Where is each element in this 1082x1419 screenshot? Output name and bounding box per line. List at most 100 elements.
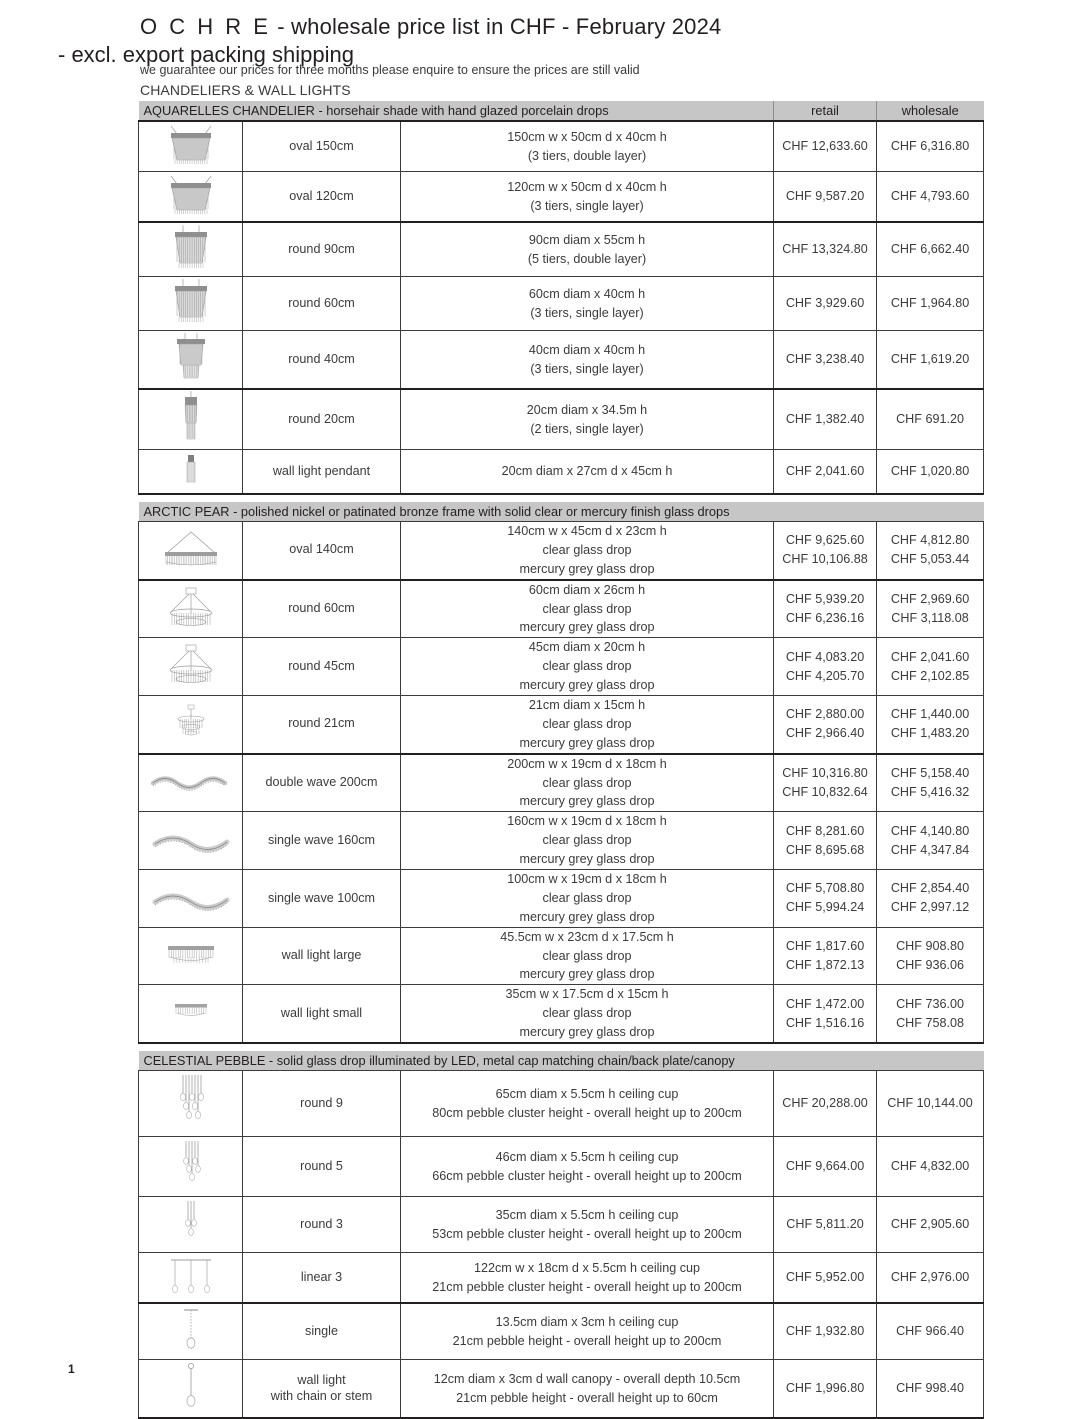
table-row: round 60cm 60cm diam x 40cm h (3 tiers, s…: [138, 276, 985, 331]
single-wave-icon: [141, 822, 241, 856]
product-thumbnail-cell: [138, 388, 243, 450]
product-thumbnail-cell: [138, 1302, 243, 1361]
section-banner-row: CELESTIAL PEBBLE - solid glass drop illu…: [138, 1051, 984, 1071]
wholesale-price-cell: CHF 1,440.00 CHF 1,483.20: [876, 695, 985, 755]
oval-chandelier-icon: [141, 172, 241, 218]
product-thumbnail-cell: [138, 811, 243, 871]
retail-price-cell: CHF 20,288.00: [773, 1070, 878, 1138]
pebble-wall-light-icon: [141, 1360, 241, 1414]
product-description-cell: 46cm diam x 5.5cm h ceiling cup 66cm pebb…: [399, 1136, 775, 1198]
product-thumbnail-cell: [138, 637, 243, 697]
product-thumbnail-cell: [138, 1136, 243, 1198]
product-description-cell: 45cm diam x 20cm h clear glass drop mercur…: [399, 637, 775, 697]
table-column-header-row: AQUARELLES CHANDELIER - horsehair shade …: [138, 101, 984, 121]
table-row: round 90cm 90cm diam x 55cm h (5 tiers, d…: [138, 221, 985, 277]
retail-price-cell: CHF 5,708.80 CHF 5,994.24: [773, 869, 878, 928]
round-chandelier-icon: [141, 277, 241, 327]
product-description-cell: 20cm diam x 27cm d x 45cm h: [399, 449, 775, 495]
retail-price-cell: CHF 10,316.80 CHF 10,832.64: [773, 753, 878, 813]
product-description-cell: 200cm w x 19cm d x 18cm h clear glass dro…: [399, 753, 775, 813]
product-name-cell: round 90cm: [242, 221, 401, 277]
product-name-cell: oval 140cm: [242, 520, 401, 581]
wholesale-price-cell: CHF 1,619.20: [876, 330, 985, 390]
product-thumbnail-cell: [138, 579, 243, 639]
product-name-cell: wall light small: [242, 984, 401, 1045]
round-chandelier-icon: [141, 223, 241, 273]
wall-light-small-icon: [141, 998, 241, 1026]
product-name-cell: round 9: [242, 1070, 401, 1138]
retail-price-cell: CHF 1,932.80: [773, 1302, 878, 1361]
product-name-cell: wall light large: [242, 926, 401, 986]
product-name-cell: wall light with chain or stem: [242, 1359, 401, 1419]
retail-price-cell: CHF 9,587.20: [773, 171, 878, 223]
product-description-cell: 65cm diam x 5.5cm h ceiling cup 80cm pebb…: [399, 1070, 775, 1138]
wholesale-price-cell: CHF 2,854.40 CHF 2,997.12: [876, 869, 985, 928]
table-row: single 13.5cm diam x 3cm h ceiling cup 21…: [138, 1302, 985, 1361]
wholesale-price-cell: CHF 736.00 CHF 758.08: [876, 984, 985, 1045]
product-thumbnail-cell: [138, 1252, 243, 1305]
product-thumbnail-cell: [138, 171, 243, 223]
section-banner-row: ARCTIC PEAR - polished nickel or patinat…: [138, 502, 984, 522]
retail-price-cell: CHF 3,238.40: [773, 330, 878, 390]
table-row: round 5 46cm diam x 5.5cm h ceiling cup 6…: [138, 1136, 985, 1198]
section-banner-aquarelles: AQUARELLES CHANDELIER - horsehair shade …: [138, 101, 774, 121]
price-table: AQUARELLES CHANDELIER - horsehair shade …: [138, 101, 985, 1419]
wholesale-price-cell: CHF 2,041.60 CHF 2,102.85: [876, 637, 985, 697]
wholesale-price-cell: CHF 2,976.00: [876, 1252, 985, 1305]
table-row: oval 120cm 120cm w x 50cm d x 40cm h (3 t…: [138, 171, 985, 223]
retail-price-cell: CHF 2,041.60: [773, 449, 878, 495]
brand-name: O C H R E: [140, 14, 271, 39]
wholesale-price-cell: CHF 998.40: [876, 1359, 985, 1419]
wholesale-price-cell: CHF 691.20: [876, 388, 985, 450]
product-thumbnail-cell: [138, 869, 243, 928]
section-banner: CELESTIAL PEBBLE - solid glass drop illu…: [138, 1051, 984, 1071]
price-guarantee-note: we guarantee our prices for three months…: [140, 63, 640, 77]
table-row: wall light small 35cm w x 17.5cm d x 15c…: [138, 984, 985, 1045]
table-row: round 3 35cm diam x 5.5cm h ceiling cup 5…: [138, 1196, 985, 1254]
wholesale-price-cell: CHF 6,662.40: [876, 221, 985, 277]
table-row: linear 3 122cm w x 18cm d x 5.5cm h ceil…: [138, 1252, 985, 1305]
product-description-cell: 140cm w x 45cm d x 23cm h clear glass dro…: [399, 520, 775, 581]
product-description-cell: 122cm w x 18cm d x 5.5cm h ceiling cup 21…: [399, 1252, 775, 1305]
product-name-cell: single: [242, 1302, 401, 1361]
table-row: double wave 200cm 200cm w x 19cm d x 18c…: [138, 753, 985, 813]
product-description-cell: 35cm w x 17.5cm d x 15cm h clear glass dr…: [399, 984, 775, 1045]
title-rest: - wholesale price list in CHF - February…: [270, 14, 722, 39]
table-row: round 40cm 40cm diam x 40cm h (3 tiers, s…: [138, 330, 985, 390]
retail-price-cell: CHF 8,281.60 CHF 8,695.68: [773, 811, 878, 871]
product-description-cell: 35cm diam x 5.5cm h ceiling cup 53cm pebb…: [399, 1196, 775, 1254]
product-description-cell: 60cm diam x 26cm h clear glass drop mercur…: [399, 579, 775, 639]
product-description-cell: 150cm w x 50cm d x 40cm h (3 tiers, doubl…: [399, 120, 775, 172]
product-description-cell: 160cm w x 19cm d x 18cm h clear glass dro…: [399, 811, 775, 871]
wholesale-price-cell: CHF 4,812.80 CHF 5,053.44: [876, 520, 985, 581]
column-header-retail: retail: [773, 101, 877, 121]
retail-price-cell: CHF 9,625.60 CHF 10,106.88: [773, 520, 878, 581]
product-name-cell: round 60cm: [242, 579, 401, 639]
round-chandelier-tall-icon: [141, 331, 241, 385]
retail-price-cell: CHF 1,996.80: [773, 1359, 878, 1419]
pebble-cluster-3-icon: [141, 1197, 241, 1249]
retail-price-cell: CHF 5,952.00: [773, 1252, 878, 1305]
section-banner: ARCTIC PEAR - polished nickel or patinat…: [138, 502, 984, 522]
product-thumbnail-cell: [138, 520, 243, 581]
table-row: wall light with chain or stem 12cm diam x…: [138, 1359, 985, 1419]
wall-light-large-icon: [141, 939, 241, 971]
page-subtitle: - excl. export packing shipping: [58, 42, 354, 67]
wholesale-price-cell: CHF 5,158.40 CHF 5,416.32: [876, 753, 985, 813]
product-name-cell: single wave 160cm: [242, 811, 401, 871]
table-row: oval 140cm 140cm w x 45cm d x 23cm h clea…: [138, 520, 985, 581]
arctic-pear-oval-icon: [141, 528, 241, 570]
product-thumbnail-cell: [138, 753, 243, 813]
retail-price-cell: CHF 1,817.60 CHF 1,872.13: [773, 926, 878, 986]
table-row: single wave 160cm 160cm w x 19cm d x 18c…: [138, 811, 985, 871]
product-description-cell: 100cm w x 19cm d x 18cm h clear glass dro…: [399, 869, 775, 928]
table-row: wall light pendant 20cm diam x 27cm d x …: [138, 449, 985, 495]
retail-price-cell: CHF 4,083.20 CHF 4,205.70: [773, 637, 878, 697]
arctic-pear-small-icon: [141, 701, 241, 745]
retail-price-cell: CHF 12,633.60: [773, 120, 878, 172]
wholesale-price-cell: CHF 908.80 CHF 936.06: [876, 926, 985, 986]
table-row: wall light large 45.5cm w x 23cm d x 17.…: [138, 926, 985, 986]
double-wave-icon: [141, 765, 241, 799]
wholesale-price-cell: CHF 10,144.00: [876, 1070, 985, 1138]
wholesale-price-cell: CHF 4,140.80 CHF 4,347.84: [876, 811, 985, 871]
